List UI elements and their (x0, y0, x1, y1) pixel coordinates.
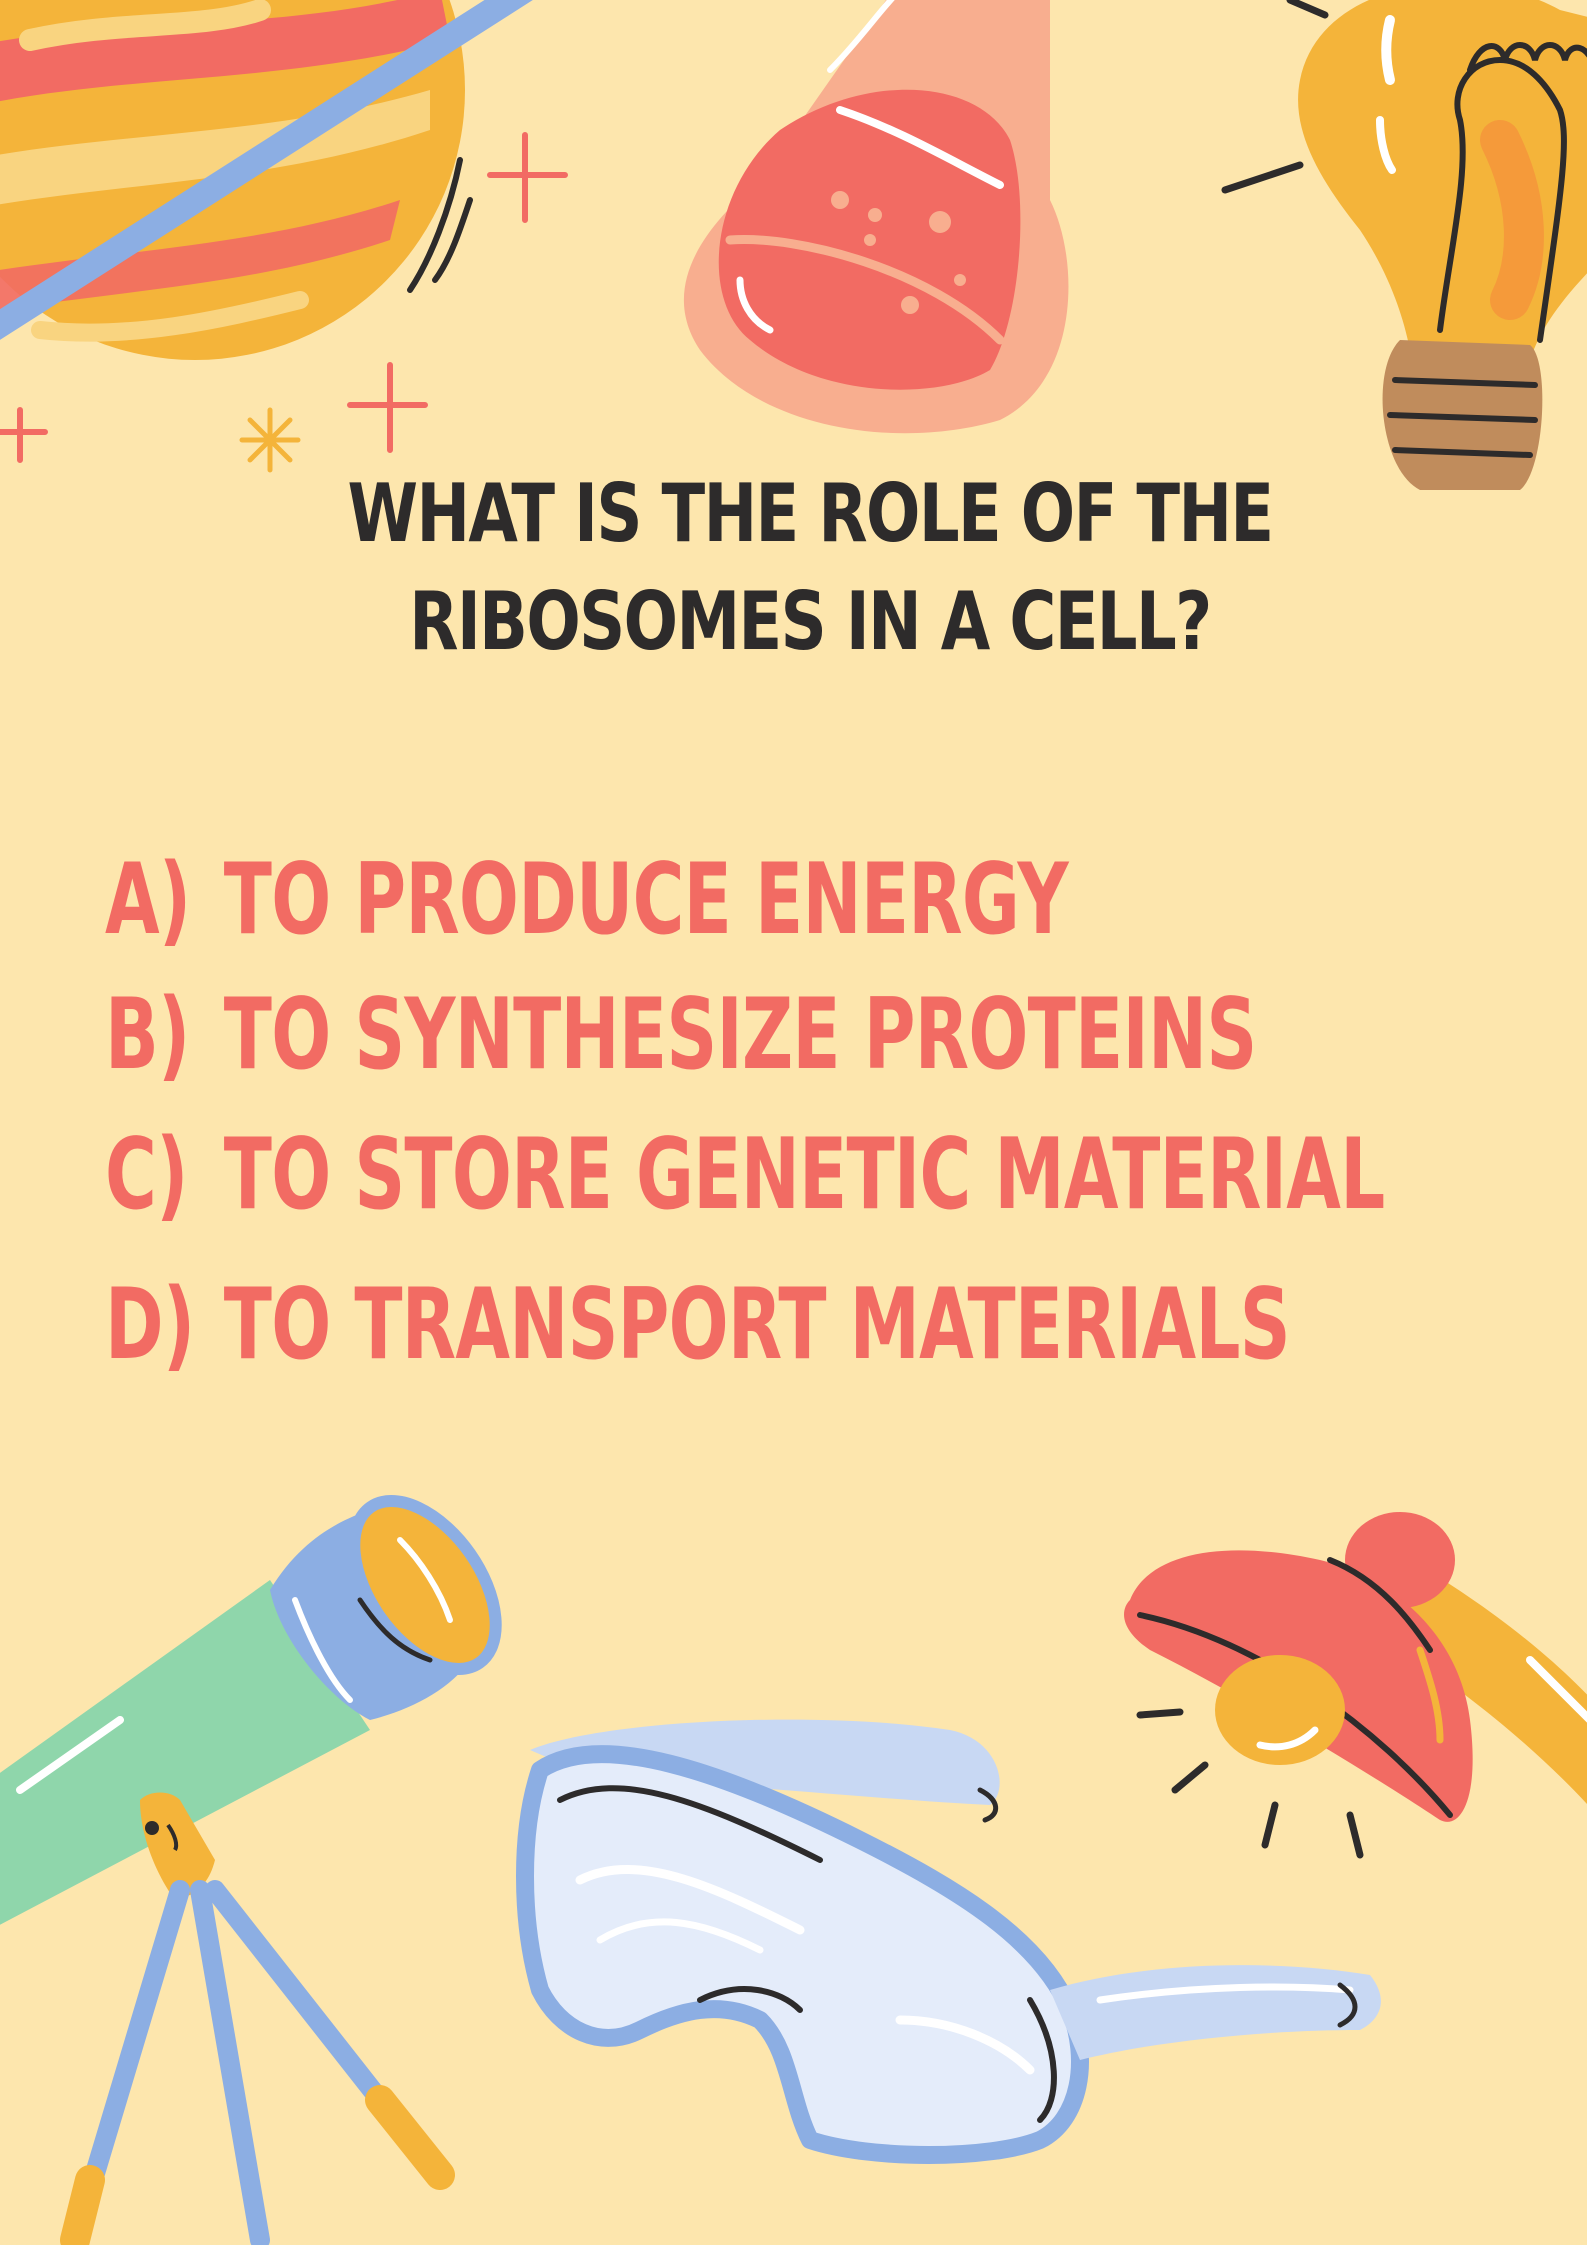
option-label: TO PRODUCE ENERGY (223, 843, 1069, 957)
option-label: TO SYNTHESIZE PROTEINS (223, 978, 1257, 1092)
flask-icon (683, 0, 1069, 434)
option-b[interactable]: B) TO SYNTHESIZE PROTEINS (105, 978, 1257, 1092)
option-letter: D) (105, 1268, 195, 1382)
safety-goggles-icon (516, 1719, 1381, 2164)
sparkle-icon (239, 407, 301, 473)
light-bulb-icon (1221, 0, 1587, 490)
option-a[interactable]: A) TO PRODUCE ENERGY (105, 843, 1069, 957)
option-letter: C) (105, 1118, 188, 1232)
option-letter: A) (105, 843, 191, 957)
option-label: TO TRANSPORT MATERIALS (223, 1268, 1291, 1382)
question-text: WHAT IS THE ROLE OF THE RIBOSOMES IN A C… (347, 467, 1274, 668)
sparkle-icon (0, 132, 568, 463)
option-d[interactable]: D) TO TRANSPORT MATERIALS (105, 1268, 1291, 1382)
option-label: TO STORE GENETIC MATERIAL (223, 1118, 1385, 1232)
planet-icon (0, 0, 533, 360)
option-letter: B) (105, 978, 190, 1092)
desk-lamp-icon (1124, 1512, 1587, 1859)
option-c[interactable]: C) TO STORE GENETIC MATERIAL (105, 1118, 1385, 1232)
telescope-icon (0, 1495, 502, 2245)
